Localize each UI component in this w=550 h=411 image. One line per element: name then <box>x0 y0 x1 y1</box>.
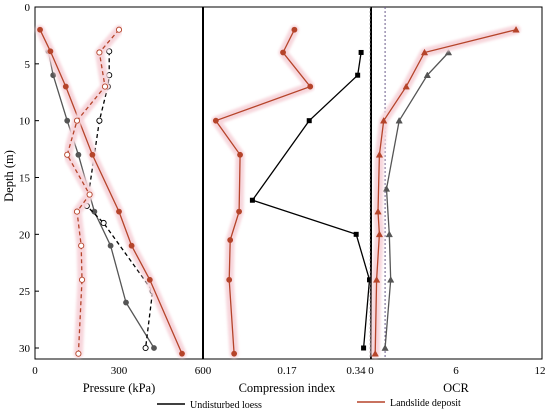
series-line <box>374 29 517 354</box>
data-point <box>420 48 429 56</box>
data-point <box>226 276 233 283</box>
series-highlight <box>370 25 521 359</box>
pressure-plot <box>35 25 187 359</box>
x-tick-label: 0 <box>32 365 38 377</box>
ocr-axis-label: OCR <box>443 381 469 395</box>
x-tick-label: 6 <box>453 365 459 377</box>
data-point <box>64 117 71 124</box>
data-point <box>100 219 107 227</box>
data-point <box>106 48 113 55</box>
series-highlight <box>211 25 315 359</box>
y-axis-ticks: 0 5 10 15 20 25 30 <box>19 2 39 355</box>
data-point <box>227 237 234 243</box>
data-point <box>395 116 403 124</box>
legend: Undisturbed loess Landslide deposit <box>157 398 461 411</box>
data-point <box>367 277 373 283</box>
data-point <box>101 83 109 90</box>
x-tick-label: 0 <box>368 365 374 377</box>
data-point <box>249 197 255 203</box>
data-point <box>374 207 382 215</box>
compression-x-ticks: 0.17 0.34 <box>277 365 366 377</box>
ocr-plot <box>370 7 521 359</box>
data-point <box>75 151 82 158</box>
data-point <box>358 49 364 55</box>
data-point <box>96 49 103 56</box>
data-point <box>382 185 391 192</box>
data-point <box>73 208 81 215</box>
data-point <box>385 230 393 238</box>
data-point <box>78 276 86 283</box>
data-point <box>123 299 129 306</box>
compression-axis-label: Compression index <box>239 381 337 395</box>
data-point <box>306 118 312 124</box>
legend-label-landslide: Landslide deposit <box>390 398 461 409</box>
data-point <box>373 276 381 283</box>
data-point <box>375 151 384 158</box>
y-tick-label: 25 <box>19 286 31 298</box>
y-tick-label: 10 <box>19 116 31 128</box>
ocr-x-ticks: 0 6 12 <box>368 365 545 377</box>
data-point <box>380 116 388 124</box>
x-tick-label: 300 <box>111 365 128 377</box>
data-point <box>146 276 153 283</box>
y-tick-label: 0 <box>25 2 31 14</box>
data-point <box>73 117 81 124</box>
data-point <box>280 49 286 56</box>
data-point <box>47 48 54 55</box>
data-point <box>387 276 395 283</box>
data-point <box>115 26 123 33</box>
data-point <box>151 345 157 351</box>
y-tick-label: 20 <box>19 229 31 241</box>
data-point <box>142 344 149 352</box>
data-point <box>78 242 85 249</box>
data-point <box>371 349 379 357</box>
x-tick-label: 12 <box>535 365 546 377</box>
data-point <box>402 82 410 90</box>
panel-pressure-frame <box>34 6 204 360</box>
data-point <box>381 344 389 351</box>
data-point <box>231 350 238 357</box>
data-point <box>307 83 314 90</box>
data-point <box>75 350 82 357</box>
data-point <box>355 72 361 78</box>
data-point <box>179 350 185 357</box>
data-point <box>86 191 93 198</box>
series-line <box>66 29 120 354</box>
y-axis-label: Depth (m) <box>2 150 16 202</box>
compression-index-plot <box>211 7 373 359</box>
data-point <box>353 231 359 237</box>
x-tick-label: 600 <box>195 365 212 377</box>
pressure-x-ticks: 0 300 600 <box>32 365 212 377</box>
data-point <box>444 48 453 56</box>
data-point <box>128 242 135 249</box>
data-point <box>96 117 103 124</box>
data-point <box>236 208 242 215</box>
data-point <box>107 242 114 249</box>
y-tick-label: 15 <box>19 173 31 185</box>
data-point <box>361 345 367 351</box>
data-point <box>64 151 71 158</box>
legend-label-loess: Undisturbed loess <box>190 400 262 411</box>
data-point <box>116 208 122 215</box>
data-point <box>89 151 96 158</box>
data-point <box>212 117 219 124</box>
series-line <box>39 29 183 354</box>
x-tick-label: 0.34 <box>346 365 366 377</box>
panel-ocr-frame <box>370 6 543 360</box>
data-point <box>50 72 57 79</box>
pressure-axis-label: Pressure (kPa) <box>83 381 156 395</box>
y-tick-label: 30 <box>19 343 31 355</box>
x-tick-label: 0.17 <box>277 365 297 377</box>
data-point <box>237 151 243 158</box>
data-point <box>62 83 69 90</box>
y-tick-label: 5 <box>25 59 31 71</box>
data-point <box>512 26 520 33</box>
data-point <box>423 71 431 79</box>
data-point <box>37 26 43 33</box>
data-point <box>291 26 298 33</box>
data-point <box>375 230 384 238</box>
